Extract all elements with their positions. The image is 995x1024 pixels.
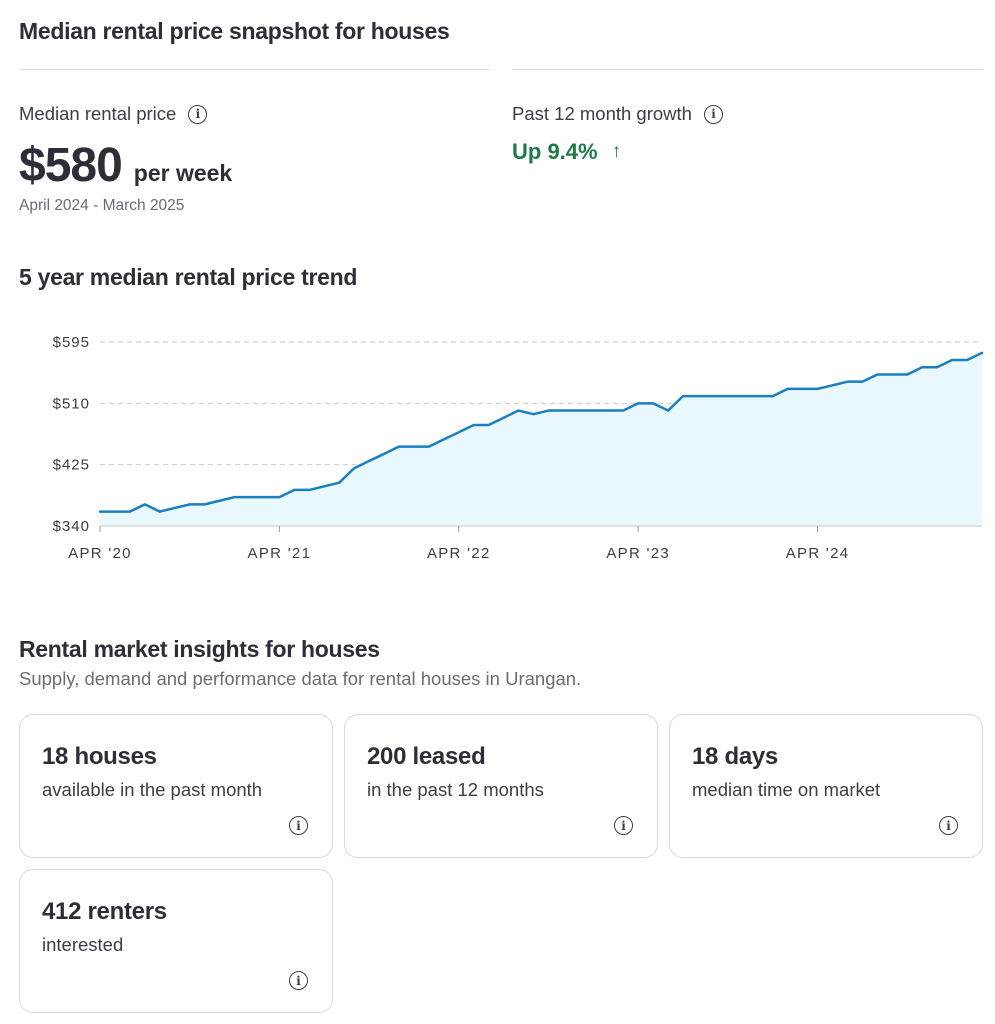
info-icon[interactable]: i xyxy=(703,104,723,124)
insights-subtitle: Supply, demand and performance data for … xyxy=(19,668,582,689)
y-tick-label: $595 xyxy=(53,334,90,351)
snapshot-title: Median rental price snapshot for houses xyxy=(19,18,450,44)
insights-title: Rental market insights for houses xyxy=(19,636,380,662)
x-tick-label: APR '20 xyxy=(68,545,132,562)
card-description: interested xyxy=(42,934,124,955)
trend-title: 5 year median rental price trend xyxy=(19,264,358,290)
y-tick-label: $510 xyxy=(53,395,90,412)
arrow-up-icon: ↑ xyxy=(611,141,622,162)
divider-left xyxy=(19,69,490,70)
card-description: available in the past month xyxy=(42,779,263,800)
x-tick-label: APR '21 xyxy=(248,545,312,562)
median-price-period: April 2024 - March 2025 xyxy=(19,197,185,214)
card-value: 18 houses xyxy=(42,743,157,770)
median-price-label: Median rental price xyxy=(19,103,177,124)
growth-label-row: Past 12 month growth i xyxy=(512,103,723,125)
insight-card-leased[interactable]: 200 leased in the past 12 months i xyxy=(344,714,658,858)
info-icon[interactable]: i xyxy=(188,104,208,124)
info-icon[interactable]: i xyxy=(939,816,958,835)
growth-value: Up 9.4% xyxy=(512,139,598,164)
insight-card-renters[interactable]: 412 renters interested i xyxy=(19,869,333,1013)
card-description: in the past 12 months xyxy=(367,779,544,800)
x-tick-label: APR '24 xyxy=(786,545,850,562)
info-icon[interactable]: i xyxy=(289,971,308,990)
divider-right xyxy=(512,69,983,70)
growth-label: Past 12 month growth xyxy=(512,103,692,124)
x-tick-label: APR '22 xyxy=(427,545,491,562)
median-price-label-row: Median rental price i xyxy=(19,103,208,125)
card-value: 18 days xyxy=(692,743,778,770)
insight-card-available[interactable]: 18 houses available in the past month i xyxy=(19,714,333,858)
info-icon[interactable]: i xyxy=(289,816,308,835)
median-price-unit: per week xyxy=(133,160,233,186)
info-icon[interactable]: i xyxy=(614,816,633,835)
x-tick-label: APR '23 xyxy=(606,545,670,562)
y-tick-label: $425 xyxy=(53,457,90,474)
y-tick-label: $340 xyxy=(53,518,90,535)
median-price-row: $580 per week xyxy=(19,138,232,193)
insight-card-time-on-market[interactable]: 18 days median time on market i xyxy=(669,714,983,858)
card-value: 412 renters xyxy=(42,898,167,925)
card-description: median time on market xyxy=(692,779,881,800)
chart-area-fill xyxy=(100,352,982,526)
card-value: 200 leased xyxy=(367,743,486,770)
median-price-value: $580 xyxy=(19,139,123,192)
series-line xyxy=(98,351,984,513)
growth-value-row: Up 9.4% ↑ xyxy=(512,139,621,165)
rental-trend-chart: $595 $510 $425 $340 APR '20 APR '21 APR '22 APR… xyxy=(53,334,984,562)
